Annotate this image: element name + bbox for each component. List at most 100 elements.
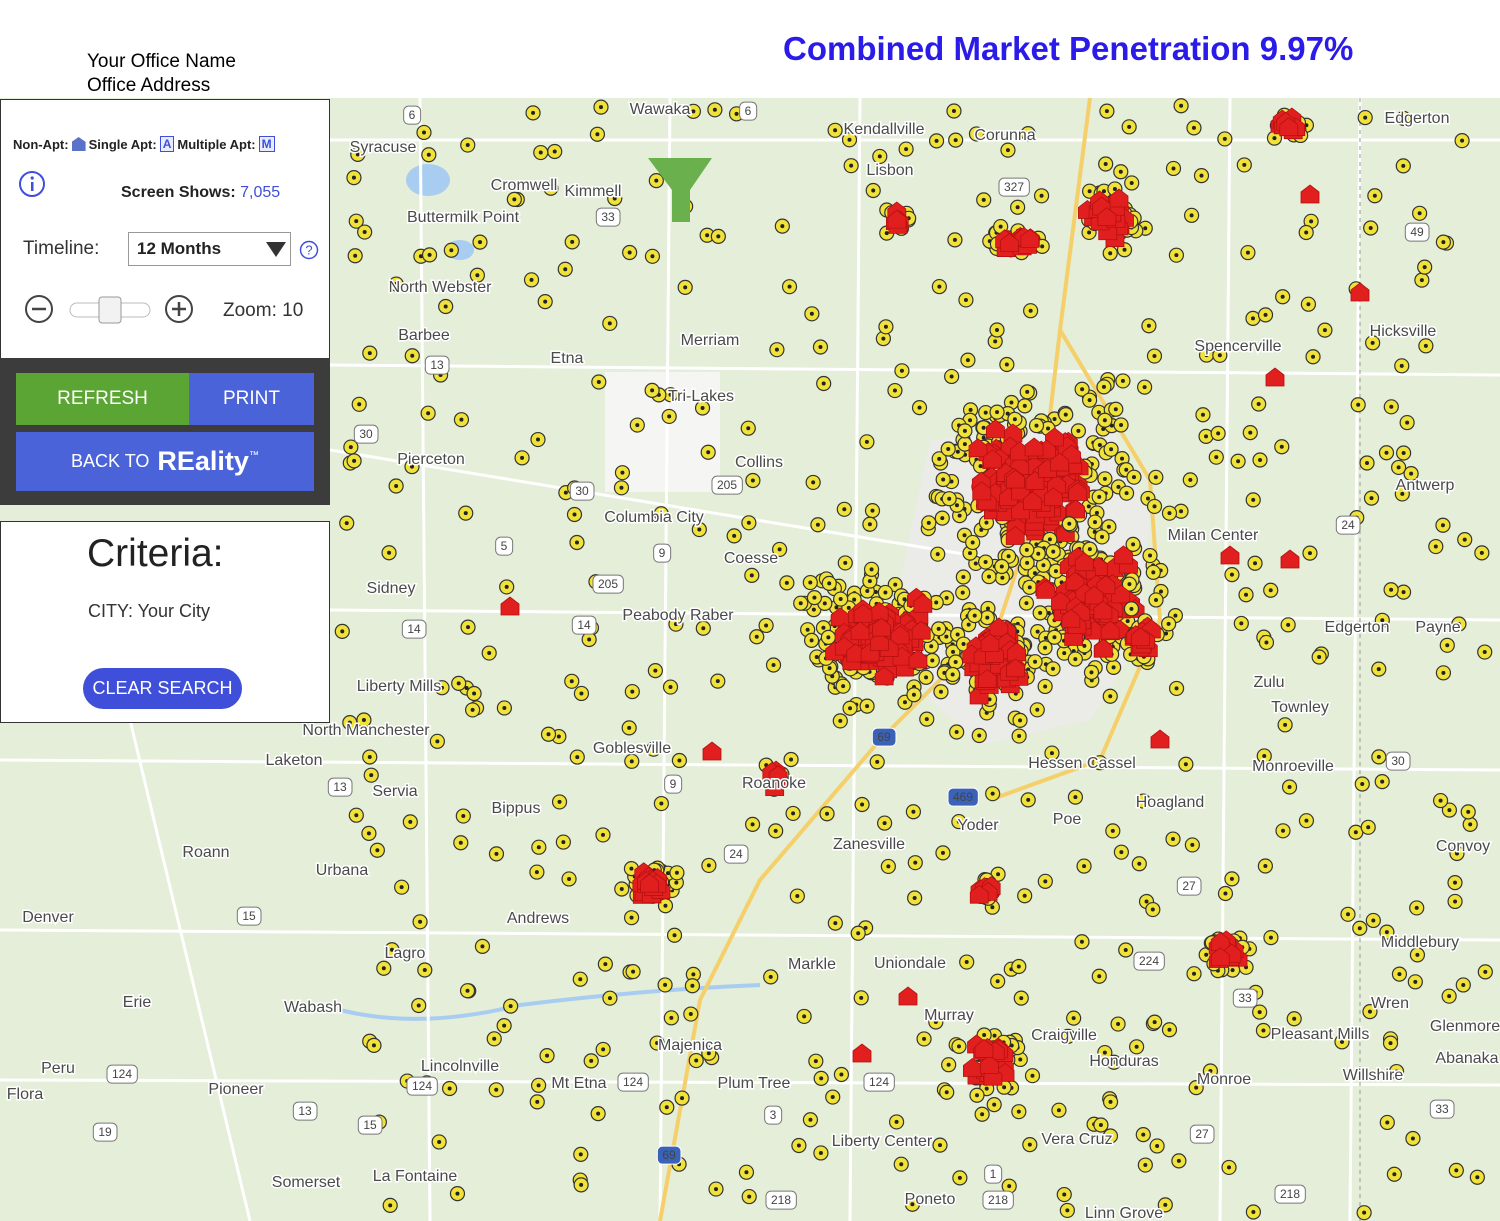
listing-marker-dot [502,705,507,710]
listing-marker-dot [712,107,717,112]
listing-marker-dot [512,197,517,202]
listing-marker-dot [953,659,958,664]
listing-marker-dot [1368,225,1373,230]
sold-marker [983,449,1002,469]
listing-marker-dot [1280,294,1285,299]
place-label: Wren [1371,995,1409,1012]
shield-background [401,619,427,639]
listing-marker-dot [795,894,800,899]
listing-marker-dot [973,561,978,566]
listing-marker-dot [340,629,345,634]
listing-marker-dot [825,811,830,816]
listing-marker-dot [1144,899,1149,904]
sold-marker [1024,437,1044,457]
refresh-button[interactable]: REFRESH [16,373,189,425]
listing-marker-dot [998,224,1003,229]
listing-marker-dot [631,969,636,974]
listing-marker-dot [1039,193,1044,198]
shield-background [292,1101,318,1121]
listing-marker-dot [814,654,819,659]
zoom-in[interactable] [165,295,193,323]
listing-marker-dot [651,747,656,752]
listing-marker-dot [456,681,461,686]
listing-marker-dot [367,754,372,759]
listing-marker-dot [1456,621,1461,626]
print-button[interactable]: PRINT [189,373,314,425]
listing-marker-dot [388,1203,393,1208]
info-icon[interactable] [18,170,48,200]
listing-marker-dot [355,152,360,157]
listing-marker-dot [1423,343,1428,348]
listing-marker-dot [504,584,509,589]
route-shield: 9 [670,777,677,791]
zoom-thumb[interactable] [98,296,122,324]
listing-marker-dot [1007,1184,1012,1189]
sold-marker [1007,642,1027,662]
listing-marker-dot [1192,971,1197,976]
listing-marker-dot [1028,308,1033,313]
timeline-value: 12 Months [137,239,222,258]
sold-marker [768,765,788,784]
listing-marker-dot [819,1076,824,1081]
listing-marker-dot [838,597,843,602]
listing-marker-dot [1076,428,1081,433]
listing-marker-dot [437,1139,442,1144]
listing-marker-dot [1109,447,1114,452]
listing-marker-dot [1098,1123,1103,1128]
listing-marker-dot [435,739,440,744]
listing-marker-dot [1317,655,1322,660]
listing-marker-dot [1222,136,1227,141]
listing-marker-dot [536,1083,541,1088]
listing-marker-dot [1174,686,1179,691]
listing-marker-dot [1188,477,1193,482]
listing-marker-dot [627,725,632,730]
listing-marker-dot [809,311,814,316]
listing-marker-dot [1125,619,1130,624]
clear-search-button[interactable]: CLEAR SEARCH [83,668,242,709]
route-shield: 24 [1341,518,1355,532]
route-shield: 19 [98,1125,112,1139]
listing-marker-dot [1094,510,1099,515]
listing-marker-dot [1367,1009,1372,1014]
listing-marker-dot [954,730,959,735]
back-button[interactable]: BACK TO REality ™ [16,432,314,491]
place-label: Wawaka [630,101,691,118]
route-shield: 218 [771,1193,791,1207]
listing-marker-dot [697,527,702,532]
sold-marker [1350,282,1370,302]
listing-marker-dot [1036,551,1041,556]
listing-marker-dot [821,625,826,630]
timeline-select[interactable]: 12 Months [128,232,291,266]
listing-marker-dot [1388,1041,1393,1046]
listing-marker-dot [465,143,470,148]
listing-marker-dot [787,284,792,289]
listing-marker-dot [1171,837,1176,842]
listing-marker-dot [977,733,982,738]
filter-pin[interactable] [648,158,712,222]
sold-marker [913,593,933,613]
zoom-out[interactable] [25,295,53,323]
listing-marker-dot [1043,636,1048,641]
listing-marker-dot [1046,611,1051,616]
listing-marker-dot [798,601,803,606]
listing-marker-dot [1018,718,1023,723]
help-icon[interactable]: ? [299,240,321,262]
listing-marker-dot [367,351,372,356]
listing-marker-dot [1353,830,1358,835]
listing-marker-dot [545,1053,550,1058]
listing-marker-dot [569,679,574,684]
listing-marker-dot [821,381,826,386]
listing-marker-dot [734,111,739,116]
listing-marker-dot [600,832,605,837]
listing-marker-dot [949,374,954,379]
listing-marker-dot [846,605,851,610]
listing-marker-dot [361,718,366,723]
listing-marker-dot [834,605,839,610]
listing-marker-dot [1309,219,1314,224]
route-shield: 49 [1410,225,1424,239]
listing-marker-dot [421,130,426,135]
listing-marker-dot [563,490,568,495]
listing-marker-dot [463,511,468,516]
listing-marker-dot [1292,1016,1297,1021]
listing-marker-dot [1119,422,1124,427]
